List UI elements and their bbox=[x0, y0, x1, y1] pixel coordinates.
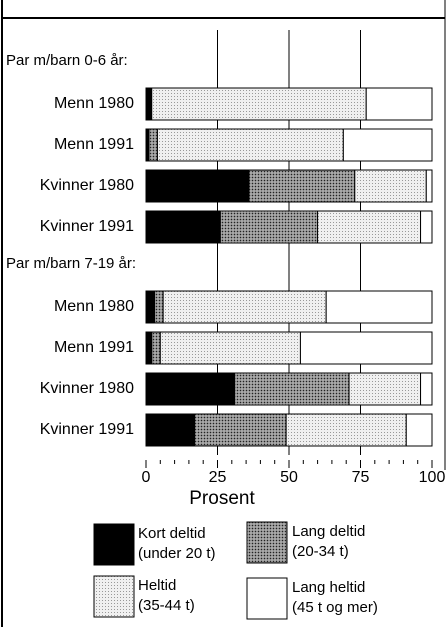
y-tick-label: Kvinner 1991 bbox=[40, 421, 134, 438]
legend-swatch bbox=[93, 523, 135, 566]
bar-segment bbox=[325, 290, 433, 324]
legend-line: (45 t og mer) bbox=[292, 599, 378, 616]
legend-line: (35-44 t) bbox=[138, 597, 195, 614]
bar-segment bbox=[145, 372, 236, 406]
y-tick-label: Menn 1980 bbox=[54, 298, 134, 315]
bar-segment bbox=[317, 210, 422, 244]
bar-segment bbox=[151, 331, 161, 365]
bar-segment bbox=[425, 169, 433, 203]
x-axis-label: Prosent bbox=[189, 488, 255, 509]
bar-segment bbox=[348, 372, 422, 406]
legend-label: Lang heltid (45 t og mer) bbox=[292, 579, 378, 616]
bar-segment bbox=[162, 290, 327, 324]
x-tick-label: 75 bbox=[352, 469, 370, 486]
legend-line: (under 20 t) bbox=[138, 545, 216, 562]
y-tick-label: Menn 1991 bbox=[54, 339, 134, 356]
bar-segment bbox=[299, 331, 433, 365]
legend-swatch bbox=[93, 575, 135, 618]
y-tick-label: Menn 1991 bbox=[54, 136, 134, 153]
bar-segment bbox=[159, 331, 301, 365]
bar-segment bbox=[405, 413, 433, 447]
legend-line: Heltid bbox=[138, 577, 176, 594]
group-label: Par m/barn 7-19 år: bbox=[6, 255, 136, 272]
bar-segment bbox=[145, 413, 196, 447]
bar-segment bbox=[151, 87, 367, 121]
bar-segment bbox=[145, 290, 156, 324]
bar-segment bbox=[156, 128, 344, 162]
legend-line: Lang heltid bbox=[292, 579, 365, 596]
legend-label: Kort deltid (under 20 t) bbox=[138, 525, 216, 562]
x-tick-label: 50 bbox=[280, 469, 298, 486]
x-tick-label: 100 bbox=[419, 469, 446, 486]
bar-segment bbox=[148, 128, 158, 162]
legend-line: (20-34 t) bbox=[292, 543, 349, 560]
bar-segment bbox=[342, 128, 433, 162]
group-label: Par m/barn 0-6 år: bbox=[6, 52, 128, 69]
y-tick-label: Kvinner 1980 bbox=[40, 380, 134, 397]
legend-label: Lang deltid (20-34 t) bbox=[292, 523, 365, 560]
bar-segment bbox=[154, 290, 164, 324]
legend-swatch bbox=[246, 577, 288, 620]
legend-label: Heltid (35-44 t) bbox=[138, 577, 195, 614]
bar-segment bbox=[219, 210, 319, 244]
y-tick-label: Menn 1980 bbox=[54, 95, 134, 112]
bar-segment bbox=[145, 169, 250, 203]
bar-segment bbox=[248, 169, 356, 203]
bar-segment bbox=[420, 210, 433, 244]
x-tick-label: 25 bbox=[209, 469, 227, 486]
x-tick-label: 0 bbox=[142, 469, 151, 486]
bar-segment bbox=[234, 372, 350, 406]
bar-segment bbox=[145, 331, 153, 365]
bar-segment bbox=[354, 169, 427, 203]
bar-segment bbox=[285, 413, 407, 447]
legend-line: Kort deltid bbox=[138, 525, 206, 542]
y-tick-label: Kvinner 1991 bbox=[40, 218, 134, 235]
bar-segment bbox=[145, 210, 221, 244]
bar-segment bbox=[365, 87, 433, 121]
bar-segment bbox=[145, 87, 153, 121]
legend-swatch bbox=[246, 521, 288, 564]
bar-segment bbox=[420, 372, 433, 406]
y-tick-label: Kvinner 1980 bbox=[40, 177, 134, 194]
bar-segment bbox=[194, 413, 287, 447]
legend-line: Lang deltid bbox=[292, 523, 365, 540]
